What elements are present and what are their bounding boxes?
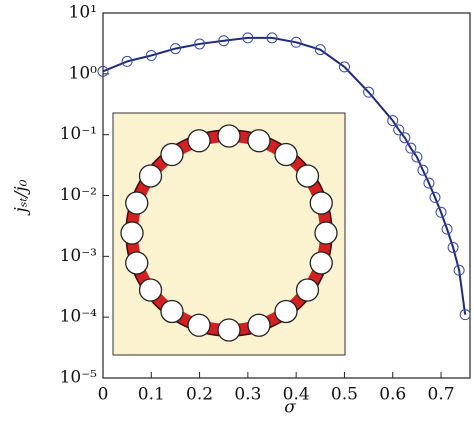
x-tick-label: 0.2	[186, 385, 213, 405]
y-tick-label: 10¹	[69, 3, 97, 23]
data-point	[405, 142, 417, 154]
inset-background	[112, 112, 346, 356]
x-axis-label: σ	[284, 398, 296, 418]
x-tick-label: 0.5	[331, 385, 358, 405]
inset-disk	[274, 299, 298, 324]
y-tick-label: 10⁻¹	[60, 124, 97, 144]
inset-disk	[295, 278, 320, 302]
data-point	[169, 43, 181, 55]
inset-disk	[138, 164, 163, 188]
data-point	[423, 177, 435, 189]
inset-disk	[309, 191, 333, 215]
inset-disk	[187, 129, 211, 153]
inset-disk	[138, 278, 163, 302]
x-tick-label: 0.4	[283, 385, 310, 405]
data-point	[411, 151, 423, 163]
data-point	[242, 32, 254, 44]
data-point	[145, 50, 157, 62]
data-point	[387, 115, 399, 127]
x-tick-label: 0	[98, 385, 109, 405]
data-point	[194, 38, 206, 50]
inset-disk	[274, 142, 298, 167]
inset-ring	[120, 124, 338, 342]
data-point	[314, 44, 326, 56]
data-point	[97, 65, 109, 77]
y-axis-label: jₛₜ/j₀	[12, 179, 32, 216]
inset-disk	[247, 129, 271, 153]
y-tick-label: 10⁻³	[60, 246, 97, 266]
y-tick-label: 10⁻⁴	[60, 307, 98, 327]
inset-disk	[247, 313, 271, 337]
inset-disk	[309, 251, 333, 275]
data-point	[417, 164, 429, 176]
data-point	[393, 124, 405, 136]
data-point	[429, 191, 441, 203]
x-tick-label: 0.3	[234, 385, 261, 405]
data-point	[218, 35, 230, 47]
data-point	[363, 86, 375, 98]
y-tick-label: 10⁰	[69, 63, 98, 83]
inset-disk	[217, 318, 241, 342]
y-tick-label: 10⁻²	[60, 185, 97, 205]
inset-disk	[217, 124, 241, 148]
data-point	[266, 32, 278, 44]
data-point	[435, 206, 447, 218]
data-point	[399, 132, 411, 144]
inset-disk	[160, 142, 184, 167]
x-tick-label: 0.6	[379, 385, 406, 405]
data-point	[338, 61, 350, 73]
data-point	[121, 55, 133, 67]
data-point	[441, 223, 453, 235]
data-point	[290, 36, 302, 48]
x-tick-label: 0.1	[138, 385, 165, 405]
inset-disk	[125, 251, 149, 275]
inset-disk	[295, 164, 320, 188]
inset-disk	[160, 299, 184, 324]
data-point	[453, 264, 465, 276]
series-line	[102, 36, 467, 315]
inset-disk	[187, 313, 211, 337]
data-point	[459, 309, 471, 321]
inset-disk	[314, 221, 338, 245]
inset-disk	[120, 221, 144, 245]
data-point	[447, 241, 459, 253]
x-tick-label: 0.7	[428, 385, 455, 405]
y-tick-label: 10⁻⁵	[60, 368, 98, 388]
inset-disk	[125, 191, 149, 215]
